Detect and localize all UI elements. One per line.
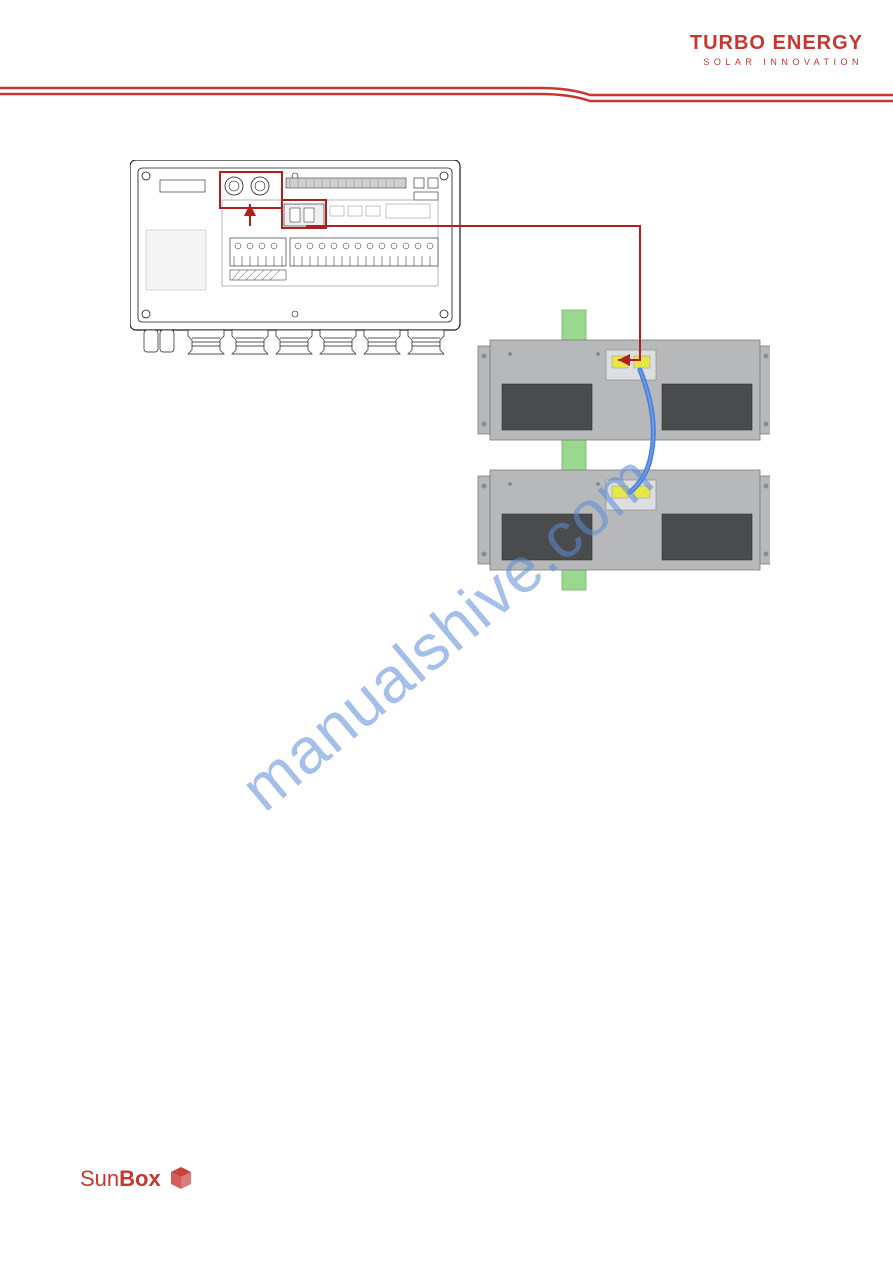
- header-brand: TURBO ENERGY SOLAR INNOVATION: [690, 32, 863, 67]
- brand-title: TURBO ENERGY: [690, 32, 863, 55]
- brand-subtitle: SOLAR INNOVATION: [690, 57, 863, 67]
- terminal-row: [230, 238, 438, 266]
- inverter-unit: [130, 160, 460, 354]
- cable-glands: [144, 330, 444, 354]
- footer-sun: Sun: [80, 1166, 119, 1191]
- battery-module-2: [478, 470, 770, 570]
- battery-module-1: [478, 340, 770, 440]
- footer-box: Box: [119, 1166, 161, 1191]
- cube-icon: [167, 1165, 195, 1193]
- wiring-diagram: [130, 160, 770, 600]
- header-rule: [0, 85, 893, 105]
- footer-brand-text: SunBox: [80, 1166, 161, 1192]
- footer-brand: SunBox: [80, 1165, 195, 1193]
